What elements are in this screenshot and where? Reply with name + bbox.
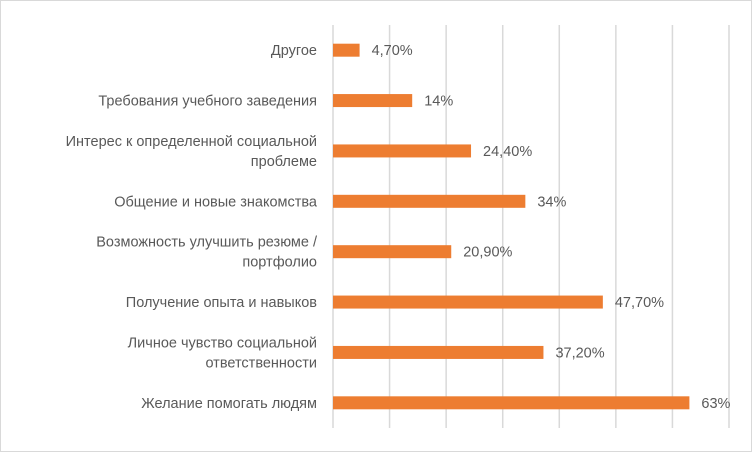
bar [333,194,526,208]
data-label: 4,70% [372,43,413,59]
category-label: Общение и новые знакомства [114,194,318,210]
category-label: Требования учебного заведения [98,94,317,110]
data-label: 24,40% [483,144,532,160]
data-label: 34% [537,194,566,210]
category-label: Получение опыта и навыков [126,295,318,311]
bar [333,43,360,57]
data-label: 37,20% [555,345,604,361]
bar [333,94,413,108]
bar [333,345,544,359]
bar [333,295,603,309]
category-label: проблеме [251,154,317,170]
data-label: 47,70% [615,295,664,311]
bar [333,245,452,259]
category-label: Личное чувство социальной [128,335,317,351]
data-label: 20,90% [463,245,512,261]
category-label: Желание помогать людям [141,396,317,412]
category-label: портфолио [242,255,317,271]
data-label: 63% [701,396,730,412]
category-label: Возможность улучшить резюме / [96,235,318,251]
category-label: ответственности [205,355,317,371]
data-label: 14% [424,94,453,110]
bar [333,144,472,158]
bar [333,396,690,410]
category-label: Интерес к определенной социальной [66,134,317,150]
category-label: Другое [271,43,317,59]
